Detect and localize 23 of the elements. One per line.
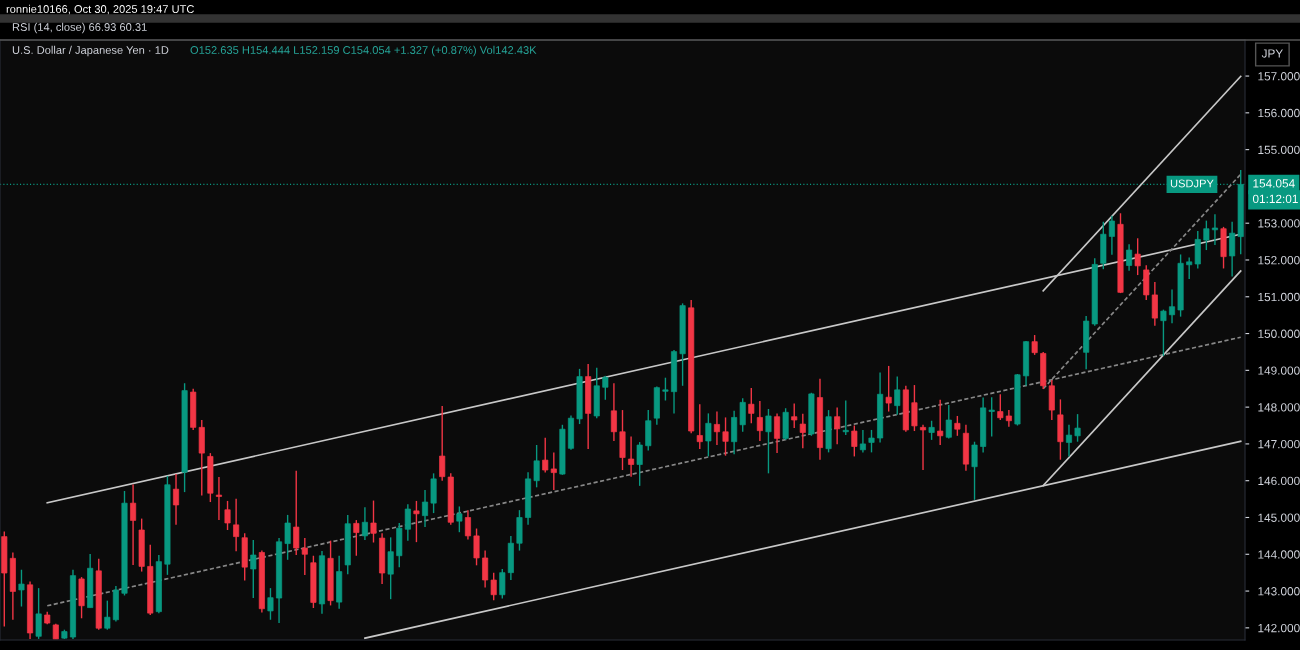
y-tick-label: 142.000 xyxy=(1258,623,1300,633)
ref-line-label: USDJPY xyxy=(1170,179,1214,188)
text: RSI (14, close) 66.93 60.31 xyxy=(12,22,147,34)
y-tick-label: 146.000 xyxy=(1258,476,1300,486)
y-tick-label: 155.000 xyxy=(1258,145,1300,155)
y-tick-label: 148.000 xyxy=(1258,403,1300,412)
y-tick-label: 156.000 xyxy=(1258,108,1300,118)
y-tick-label: 157.000 xyxy=(1258,72,1300,81)
y-tick-label: 143.000 xyxy=(1258,587,1300,596)
text: 01:12:01 xyxy=(1252,194,1298,204)
text: 154.054 xyxy=(1253,179,1295,188)
y-tick-label: 153.000 xyxy=(1258,219,1300,228)
text: ronnie10166, Oct 30, 2025 19:47 UTC xyxy=(6,4,194,15)
chart-subtitle: O152.635 H154.444 L152.159 C154.054 +1.327 (+0.87%) Vol142.43K xyxy=(190,45,537,57)
y-tick-label: 151.000 xyxy=(1258,292,1300,302)
y-tick-label: 152.000 xyxy=(1258,256,1300,265)
y-tick-label: 145.000 xyxy=(1258,513,1300,522)
chart-title: U.S. Dollar / Japanese Yen · 1D xyxy=(12,45,169,57)
y-tick-label: 149.000 xyxy=(1258,366,1300,375)
y-axis-title: JPY xyxy=(1261,49,1283,58)
y-tick-label: 144.000 xyxy=(1258,550,1300,559)
y-tick-label: 147.000 xyxy=(1258,439,1300,449)
y-tick-label: 150.000 xyxy=(1258,329,1300,338)
